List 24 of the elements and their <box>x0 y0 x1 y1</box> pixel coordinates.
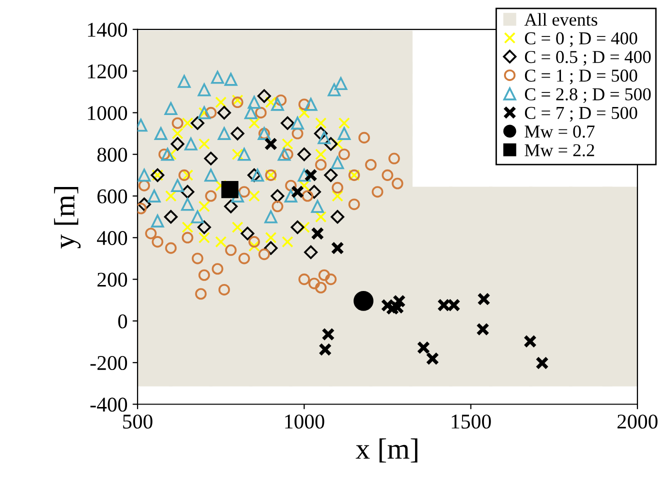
x-tick-label: 1500 <box>452 414 491 429</box>
legend-label: C = 0.5 ; D = 400 <box>524 50 651 66</box>
legend-label: C = 7 ; D = 500 <box>524 106 638 122</box>
x-tick-label: 500 <box>123 414 152 429</box>
legend-label: C = 2.8 ; D = 500 <box>524 88 651 103</box>
x-tick-label: 1000 <box>285 414 324 429</box>
legend-label: C = 1 ; D = 500 <box>524 70 638 84</box>
y-tick-label: 800 <box>97 148 128 162</box>
y-axis-title: y [m] <box>54 186 81 248</box>
legend-label: Mw = 2.2 <box>524 144 594 156</box>
legend-label: Mw = 0.7 <box>524 125 595 138</box>
y-tick-label: 1400 <box>88 22 128 37</box>
y-tick-label: 1200 <box>88 64 128 78</box>
y-tick-label: 400 <box>96 231 128 246</box>
y-tick-label: 0 <box>118 314 128 328</box>
y-tick-label: -400 <box>90 398 128 412</box>
y-tick-label: -200 <box>90 356 128 370</box>
y-tick-label: 600 <box>97 189 128 204</box>
legend-label: All events <box>524 13 598 26</box>
y-tick-label: 1000 <box>88 106 128 120</box>
y-tick-label: 200 <box>97 272 128 287</box>
x-axis-title: x [m] <box>356 438 418 463</box>
x-tick-label: 2000 <box>618 414 658 429</box>
legend-label: C = 0 ; D = 400 <box>524 32 638 48</box>
